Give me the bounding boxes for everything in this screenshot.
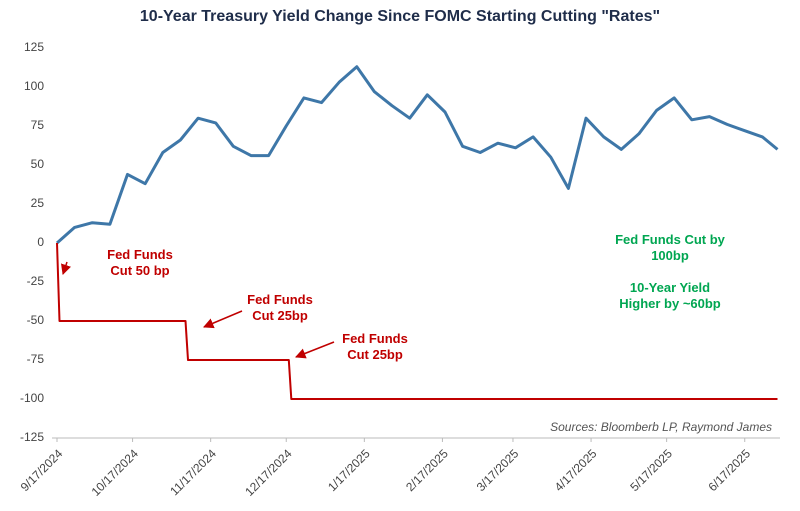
x-tick-label: 2/17/2025 [403,446,451,494]
annotation-line: Higher by ~60bp [619,296,721,311]
annotation-line: Fed Funds Cut by [615,232,726,247]
x-tick-label: 9/17/2024 [18,446,66,494]
y-tick-label: 25 [31,196,45,210]
y-tick-label: -100 [20,391,44,405]
source: Sources: Bloomberb LP, Raymond James [550,420,772,434]
annotation-line: Fed Funds [107,247,173,262]
annotation-line: 10-Year Yield [630,280,710,295]
y-tick-label: -125 [20,430,44,444]
y-tick-label: 125 [24,40,44,54]
annotation-line: Fed Funds [342,331,408,346]
chart-title: 10-Year Treasury Yield Change Since FOMC… [140,8,660,25]
y-tick-label: 50 [31,157,45,171]
annotation: Fed Funds Cut 25bp [342,331,408,362]
y-tick-label: 0 [37,235,44,249]
arrow [203,310,243,329]
arrow [61,261,71,275]
x-tick-label: 6/17/2025 [705,446,753,494]
x-tick-label: 5/17/2025 [627,446,675,494]
x-tick-label: 11/17/2024 [167,446,219,498]
y-tick-label: 100 [24,79,44,93]
line [56,242,778,400]
annotation: Fed Funds Cut by 100bp [615,232,726,263]
y-tick-label: -75 [27,352,45,366]
y-tick-label: -50 [27,313,45,327]
y-tick-label: 75 [31,118,45,132]
x-tick-label: 10/17/2024 [89,446,142,499]
annotation-line: 100bp [651,248,689,263]
x-tick-label: 4/17/2025 [552,446,600,494]
annotation-line: Cut 25bp [347,347,403,362]
arrow [295,341,335,359]
annotation-line: Fed Funds [247,292,313,307]
y-tick-label: -25 [27,274,45,288]
x-tick-label: 3/17/2025 [474,446,522,494]
x-tick-label: 1/17/2025 [325,446,373,494]
line [56,65,779,245]
annotation: Fed Funds Cut 25bp [247,292,313,323]
annotation-line: Cut 50 bp [110,263,169,278]
x-tick-label: 12/17/2024 [242,446,295,499]
annotation: 10-Year Yield Higher by ~60bp [619,280,721,311]
annotation: Fed Funds Cut 50 bp [107,247,173,278]
annotation-line: Cut 25bp [252,308,308,323]
